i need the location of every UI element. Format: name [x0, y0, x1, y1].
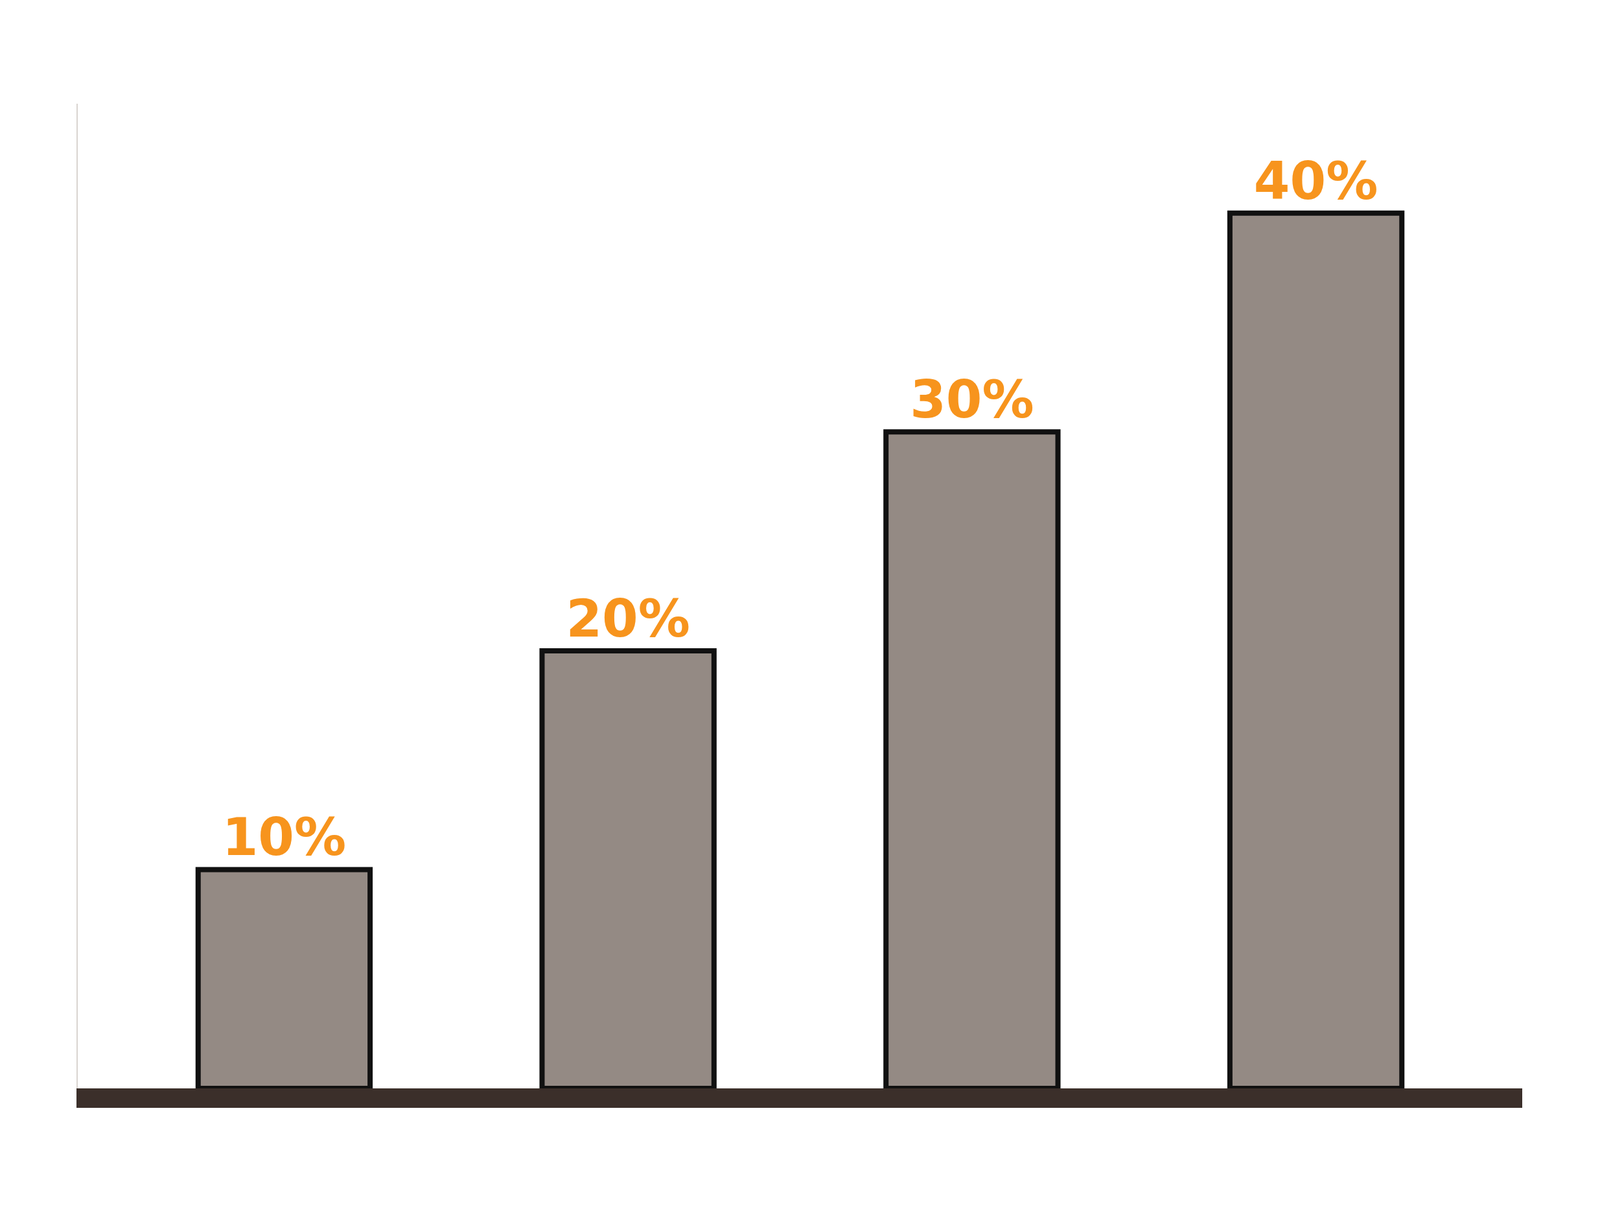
svg-text:20%: 20% — [565, 588, 690, 649]
svg-text:10%: 10% — [222, 806, 347, 868]
svg-text:30%: 30% — [909, 369, 1034, 430]
svg-text:40%: 40% — [1253, 150, 1378, 212]
